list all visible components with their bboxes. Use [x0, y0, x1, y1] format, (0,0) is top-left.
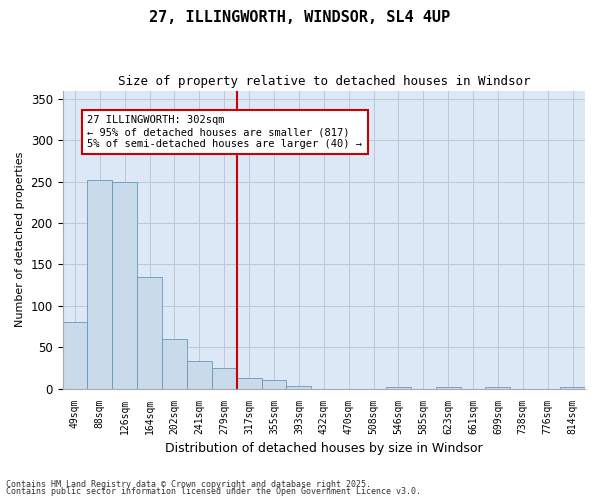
Bar: [187, 362, 212, 388]
Text: Contains public sector information licensed under the Open Government Licence v3: Contains public sector information licen…: [6, 487, 421, 496]
Bar: [485, 387, 511, 388]
Bar: [236, 378, 262, 388]
Text: Contains HM Land Registry data © Crown copyright and database right 2025.: Contains HM Land Registry data © Crown c…: [6, 480, 371, 489]
Bar: [162, 339, 187, 388]
Bar: [436, 387, 461, 388]
Title: Size of property relative to detached houses in Windsor: Size of property relative to detached ho…: [118, 75, 530, 88]
Bar: [88, 180, 112, 388]
Bar: [212, 368, 236, 388]
X-axis label: Distribution of detached houses by size in Windsor: Distribution of detached houses by size …: [165, 442, 482, 455]
Y-axis label: Number of detached properties: Number of detached properties: [15, 152, 25, 328]
Text: 27, ILLINGWORTH, WINDSOR, SL4 4UP: 27, ILLINGWORTH, WINDSOR, SL4 4UP: [149, 10, 451, 25]
Bar: [262, 380, 286, 388]
Text: 27 ILLINGWORTH: 302sqm
← 95% of detached houses are smaller (817)
5% of semi-det: 27 ILLINGWORTH: 302sqm ← 95% of detached…: [88, 116, 362, 148]
Bar: [137, 277, 162, 388]
Bar: [386, 387, 411, 388]
Bar: [560, 387, 585, 388]
Bar: [112, 182, 137, 388]
Bar: [286, 386, 311, 388]
Bar: [62, 322, 88, 388]
